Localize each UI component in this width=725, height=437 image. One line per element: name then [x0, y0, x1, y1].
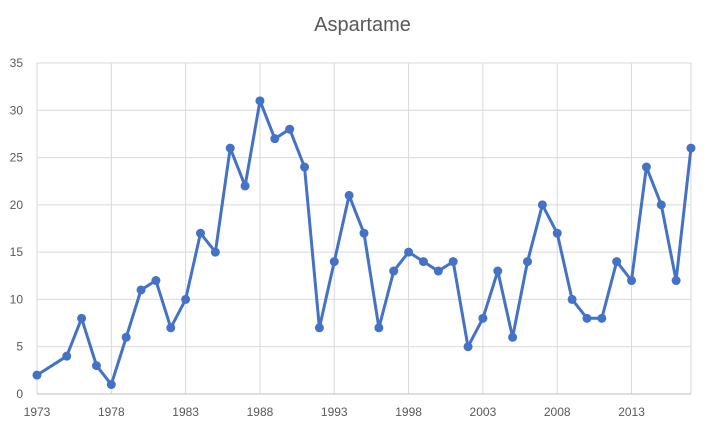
data-point: [433, 266, 443, 276]
data-point: [344, 190, 354, 200]
data-point: [612, 257, 622, 267]
data-point: [181, 294, 191, 304]
y-tick-label: 35: [10, 56, 24, 70]
data-point: [597, 313, 607, 323]
data-point: [359, 228, 369, 238]
data-point: [552, 228, 562, 238]
data-point: [656, 200, 666, 210]
data-point: [567, 294, 577, 304]
y-tick-label: 15: [10, 245, 24, 259]
data-point: [627, 276, 637, 286]
axis-layer: 0 5 10 15 20 25 30 35 1973 1978 1983 1988 1993 1998 20…: [10, 56, 691, 419]
data-point: [508, 332, 518, 342]
data-point: [151, 276, 161, 286]
data-point: [582, 313, 592, 323]
data-point: [210, 247, 220, 257]
data-point: [537, 200, 547, 210]
y-tick-label: 0: [16, 387, 23, 401]
x-tick-label: 2008: [544, 405, 571, 419]
y-tick-label: 30: [10, 103, 24, 117]
data-point: [314, 323, 324, 333]
data-point: [77, 313, 87, 323]
data-point: [374, 323, 384, 333]
data-point: [106, 380, 116, 390]
data-point: [389, 266, 399, 276]
data-point: [285, 124, 295, 134]
data-point: [121, 332, 131, 342]
series-layer: [35, 99, 693, 386]
x-tick-label: 1983: [172, 405, 199, 419]
series-line: [35, 99, 693, 386]
data-point: [300, 162, 310, 172]
x-tick-label: 1978: [98, 405, 125, 419]
y-tick-label: 20: [10, 198, 24, 212]
data-point: [166, 323, 176, 333]
data-point: [196, 228, 205, 238]
data-point: [404, 247, 414, 257]
data-point: [641, 162, 651, 172]
data-point: [493, 266, 503, 276]
y-tick-label: 10: [10, 292, 24, 306]
x-tick-label: 2013: [618, 405, 645, 419]
data-point: [448, 257, 458, 267]
data-point: [523, 257, 532, 267]
data-point: [225, 143, 235, 153]
chart-title: Aspartame: [314, 14, 411, 36]
y-tick-label: 5: [16, 340, 23, 354]
data-point: [91, 361, 101, 371]
data-point: [240, 181, 250, 191]
data-point: [463, 342, 473, 352]
x-tick-label: 2003: [470, 405, 497, 419]
data-point: [418, 257, 428, 267]
data-point: [32, 370, 42, 380]
data-point: [478, 313, 488, 323]
y-tick-label: 25: [10, 151, 24, 165]
data-point: [686, 143, 696, 153]
data-point: [671, 276, 681, 286]
data-point: [329, 257, 339, 267]
data-point: [270, 134, 280, 144]
x-tick-label: 1973: [24, 405, 51, 419]
points-layer: [32, 96, 696, 390]
grid-layer: [36, 62, 692, 394]
x-tick-label: 1988: [247, 405, 274, 419]
x-tick-label: 1998: [395, 405, 422, 419]
data-point: [136, 285, 146, 295]
data-point: [255, 96, 265, 106]
data-point: [62, 351, 72, 361]
x-tick-label: 1993: [321, 405, 348, 419]
